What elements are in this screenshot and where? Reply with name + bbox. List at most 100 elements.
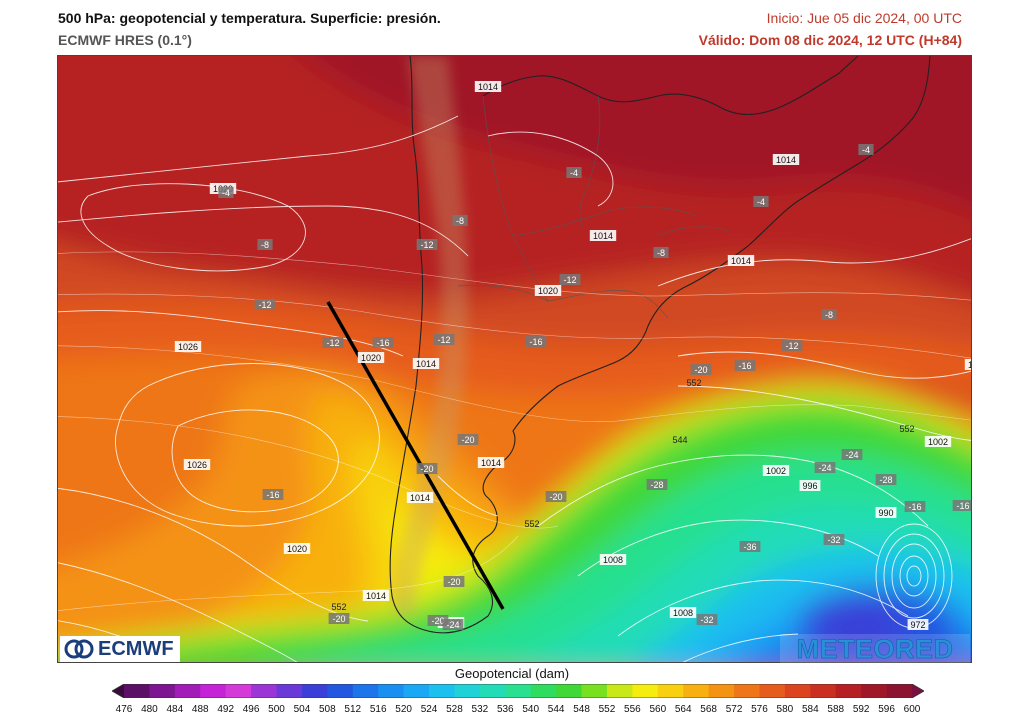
pressure-label: 1014 (776, 155, 796, 165)
colorbar-segment (301, 684, 328, 698)
pressure-label-box (589, 230, 617, 241)
colorbar-segment (810, 684, 837, 698)
coastlines (389, 56, 931, 634)
temperature-label-box (821, 309, 837, 320)
pressure-label: 996 (802, 481, 817, 491)
colorbar-segment (251, 684, 278, 698)
pressure-label: 1026 (178, 342, 198, 352)
colorbar-max-arrow (912, 684, 924, 698)
colorbar-segment (632, 684, 659, 698)
pressure-label-box (669, 607, 697, 618)
temperature-label-box (739, 541, 761, 552)
colorbar-tick-label: 596 (878, 704, 895, 715)
temperature-label: -12 (437, 335, 450, 345)
colorbar-tick-label: 524 (420, 704, 438, 715)
cross-section-line[interactable] (326, 301, 505, 610)
forecast-map[interactable]: 1014101410141014102010201020102610261020… (57, 55, 972, 663)
temperature-label-box (781, 340, 803, 351)
temperature-label: -8 (456, 216, 464, 226)
colorbar-segment (505, 684, 532, 698)
temperature-label-box (328, 613, 350, 624)
colorbar-tick-label: 548 (573, 704, 590, 715)
pressure-label-box (964, 359, 971, 370)
temperature-label-box (653, 247, 669, 258)
colorbar-segment (378, 684, 405, 698)
colorbar-tick-label: 488 (191, 704, 209, 715)
temperature-label: -20 (694, 365, 707, 375)
temperature-label-box (416, 239, 438, 250)
temperature-label-box (372, 337, 394, 348)
pressure-label: 1014 (366, 591, 386, 601)
pressure-label-box (772, 154, 800, 165)
colorbar-segment (530, 684, 557, 698)
temperature-label: -24 (818, 463, 831, 473)
colorbar-tick-label: 544 (547, 704, 565, 715)
pressure-label-box (534, 285, 562, 296)
colorbar-segment (352, 684, 379, 698)
colorbar-segment (886, 684, 913, 698)
colorbar-ticks: 476 480 484 488 492 496 500 504 508 512 516 520 524 5… (0, 704, 1024, 718)
colorbar-segment (225, 684, 252, 698)
geopotential-labels: 552 552 552 552 544 (331, 378, 914, 612)
colorbar-segment (734, 684, 760, 698)
colorbar-tick-label: 560 (649, 704, 667, 715)
temperature-label: -4 (862, 145, 870, 155)
temperature-label: -20 (420, 464, 433, 474)
colorbar-tick-label: 528 (446, 704, 463, 715)
pressure-label: 1014 (593, 231, 613, 241)
pressure-label: 1014 (481, 458, 501, 468)
temperature-label-box (262, 489, 284, 500)
colorbar-tick-label: 580 (776, 704, 794, 715)
temperature-label-box (690, 364, 712, 375)
temperature-label-box (753, 196, 769, 207)
colorbar-segment (835, 684, 862, 698)
pressure-label-box (799, 480, 821, 491)
colorbar-tick-label: 552 (598, 704, 616, 715)
colorbar-segment (429, 684, 455, 698)
ecmwf-swirl-icon (64, 639, 94, 659)
colorbar-segment (784, 684, 811, 698)
colorbar-tick-label: 516 (369, 704, 387, 715)
pressure-label-box (477, 457, 505, 468)
colorbar-tick-label: 508 (319, 704, 336, 715)
colorbar-segment (581, 684, 608, 698)
colorbar-segment (454, 684, 481, 698)
temperature-label: -24 (845, 450, 858, 460)
temperature-label-box (952, 500, 971, 511)
colorbar-segment (403, 684, 430, 698)
temperature-label: -20 (447, 577, 460, 587)
temperature-label-box (452, 215, 468, 226)
temperature-label-box (416, 463, 438, 474)
geopotential-field (58, 56, 971, 662)
temperature-label: -20 (431, 616, 444, 626)
geopotential-label: 552 (686, 378, 701, 388)
temperature-label-box (841, 449, 863, 460)
temperature-label-box (823, 534, 845, 545)
colorbar-tick-label: 564 (674, 704, 692, 715)
pressure-label: 1020 (287, 544, 307, 554)
pressure-label-box (924, 436, 952, 447)
temperature-label: -16 (266, 490, 279, 500)
pressure-label-box (406, 492, 434, 503)
pressure-label: 1014 (410, 493, 430, 503)
pressure-label: 1014 (416, 359, 436, 369)
temperature-label: -20 (461, 435, 474, 445)
colorbar-tick-label: 484 (166, 704, 184, 715)
meteored-logo-text: METEORED (796, 633, 954, 664)
colorbar-tick-label: 512 (344, 704, 362, 715)
colorbar-tick-label: 568 (700, 704, 717, 715)
temperature-label-box (858, 144, 874, 155)
pressure-label: 1002 (766, 466, 786, 476)
temperature-label-box (322, 337, 344, 348)
temperature-label: -12 (785, 341, 798, 351)
colorbar-tick-label: 480 (141, 704, 158, 715)
isobars (58, 115, 971, 662)
colorbar-tick-label: 584 (801, 704, 819, 715)
pressure-label-box (362, 590, 390, 601)
pressure-label-box (599, 554, 627, 565)
pressure-label-box (183, 459, 211, 470)
pressure-label: 1026 (187, 460, 207, 470)
temperature-label-box (433, 334, 455, 345)
colorbar-segment (556, 684, 583, 698)
